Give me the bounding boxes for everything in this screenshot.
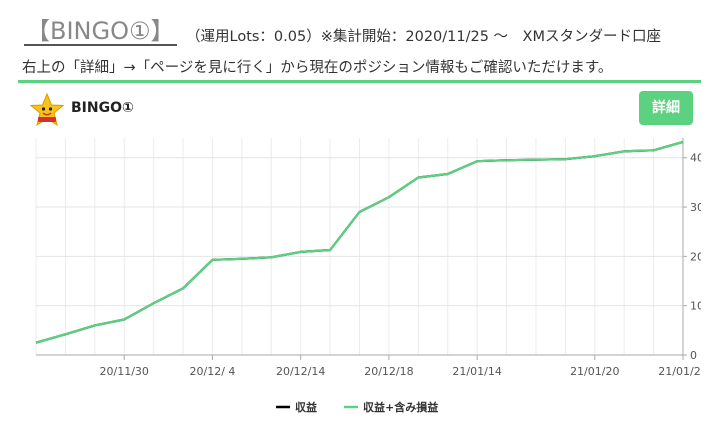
x-tick-label: 21/01/14 [452,365,501,378]
y-tick-label: 10,000 [690,300,701,313]
y-axis: 0 10,000 20,000 30,000 40,000 [683,152,701,362]
chart: 0 10,000 20,000 30,000 40,000 20/11/30 20/12/… [35,138,701,414]
x-tick-label: 20/12/14 [276,365,325,378]
star-mascot-icon [30,93,64,127]
series-lines [35,140,684,344]
legend-label: 収益+含み損益 [363,400,438,414]
x-tick-label: 21/01/20 [570,365,619,378]
y-tick-label: 20,000 [690,250,701,263]
y-tick-label: 40,000 [690,152,701,165]
chart-name: BINGO① [71,100,134,116]
page-title: 【BINGO①】 [24,17,177,46]
x-tick-label: 20/12/18 [364,365,413,378]
instruction-note: 右上の「詳細」→「ページを見に行く」から現在のポジション情報もご確認いただけます… [22,60,613,76]
chart-card: 0 10,000 20,000 30,000 40,000 20/11/30 20/12/… [18,86,701,426]
y-tick-label: 0 [690,349,697,362]
x-tick-label: 21/01/26 [658,365,701,378]
detail-button[interactable]: 詳細 [639,91,693,125]
series-line-1 [35,140,684,344]
grid [35,138,684,356]
divider [18,80,701,83]
account-info: （運用Lots：0.05）※集計開始：2020/11/25 ～ XMスタンダード… [186,29,661,45]
x-axis: 20/11/30 20/12/ 4 20/12/14 20/12/18 21/01/14… [100,355,701,378]
legend-label: 収益 [295,400,317,414]
x-tick-label: 20/11/30 [100,365,149,378]
header-line: 【BINGO①】 （運用Lots：0.05）※集計開始：2020/11/25 ～… [18,18,718,48]
x-tick-label: 20/12/ 4 [190,365,236,378]
y-tick-label: 30,000 [690,201,701,214]
legend: 収益 収益+含み損益 [276,400,438,414]
